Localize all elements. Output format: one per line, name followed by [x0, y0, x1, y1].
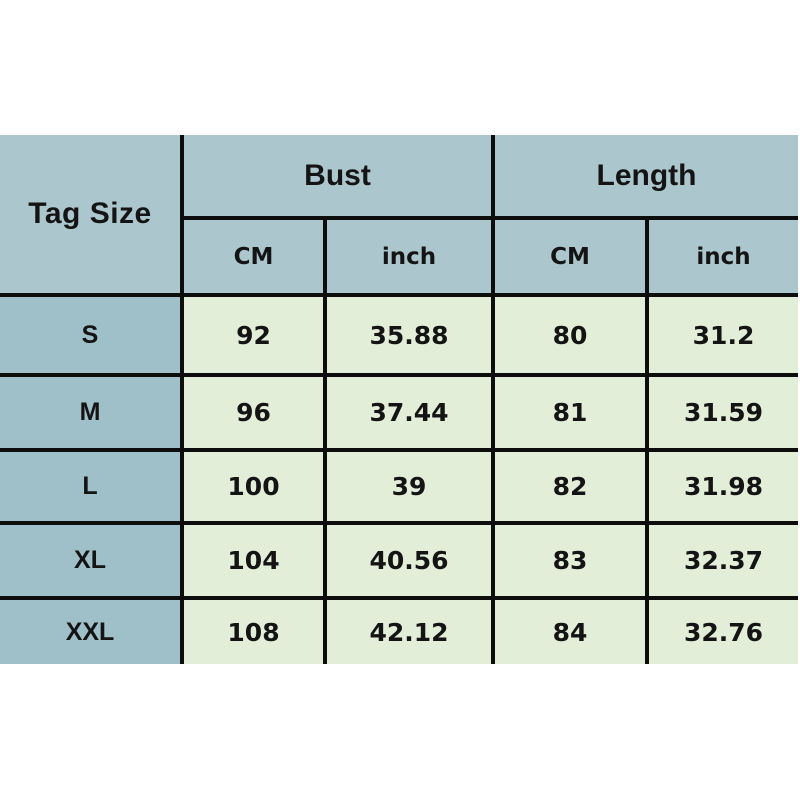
group-header-length: Length	[495, 135, 798, 216]
cell-xl-bust-cm: 104	[184, 525, 323, 596]
cell-m-bust-inch: 37.44	[327, 377, 491, 448]
cell-xl-length-cm: 83	[495, 525, 645, 596]
cell-l-length-cm: 82	[495, 452, 645, 521]
cell-m-length-cm: 81	[495, 377, 645, 448]
subheader-bust-cm: CM	[184, 220, 323, 293]
group-header-bust: Bust	[184, 135, 491, 216]
size-chart-table: Tag Size Bust Length CM inch CM inch S 9…	[0, 135, 798, 664]
cell-xxl-bust-cm: 108	[184, 600, 323, 664]
cell-xxl-length-inch: 32.76	[649, 600, 798, 664]
cell-l-bust-cm: 100	[184, 452, 323, 521]
cell-s-length-cm: 80	[495, 297, 645, 373]
row-label-s: S	[0, 297, 180, 373]
cell-l-length-inch: 31.98	[649, 452, 798, 521]
cell-m-length-inch: 31.59	[649, 377, 798, 448]
row-label-xl: XL	[0, 525, 180, 596]
row-label-xxl: XXL	[0, 600, 180, 664]
row-label-m: M	[0, 377, 180, 448]
cell-s-bust-inch: 35.88	[327, 297, 491, 373]
corner-header-tag-size: Tag Size	[0, 135, 180, 293]
cell-xl-length-inch: 32.37	[649, 525, 798, 596]
cell-s-bust-cm: 92	[184, 297, 323, 373]
cell-xxl-bust-inch: 42.12	[327, 600, 491, 664]
subheader-length-cm: CM	[495, 220, 645, 293]
cell-l-bust-inch: 39	[327, 452, 491, 521]
cell-s-length-inch: 31.2	[649, 297, 798, 373]
cell-m-bust-cm: 96	[184, 377, 323, 448]
subheader-length-inch: inch	[649, 220, 798, 293]
cell-xxl-length-cm: 84	[495, 600, 645, 664]
cell-xl-bust-inch: 40.56	[327, 525, 491, 596]
row-label-l: L	[0, 452, 180, 521]
subheader-bust-inch: inch	[327, 220, 491, 293]
